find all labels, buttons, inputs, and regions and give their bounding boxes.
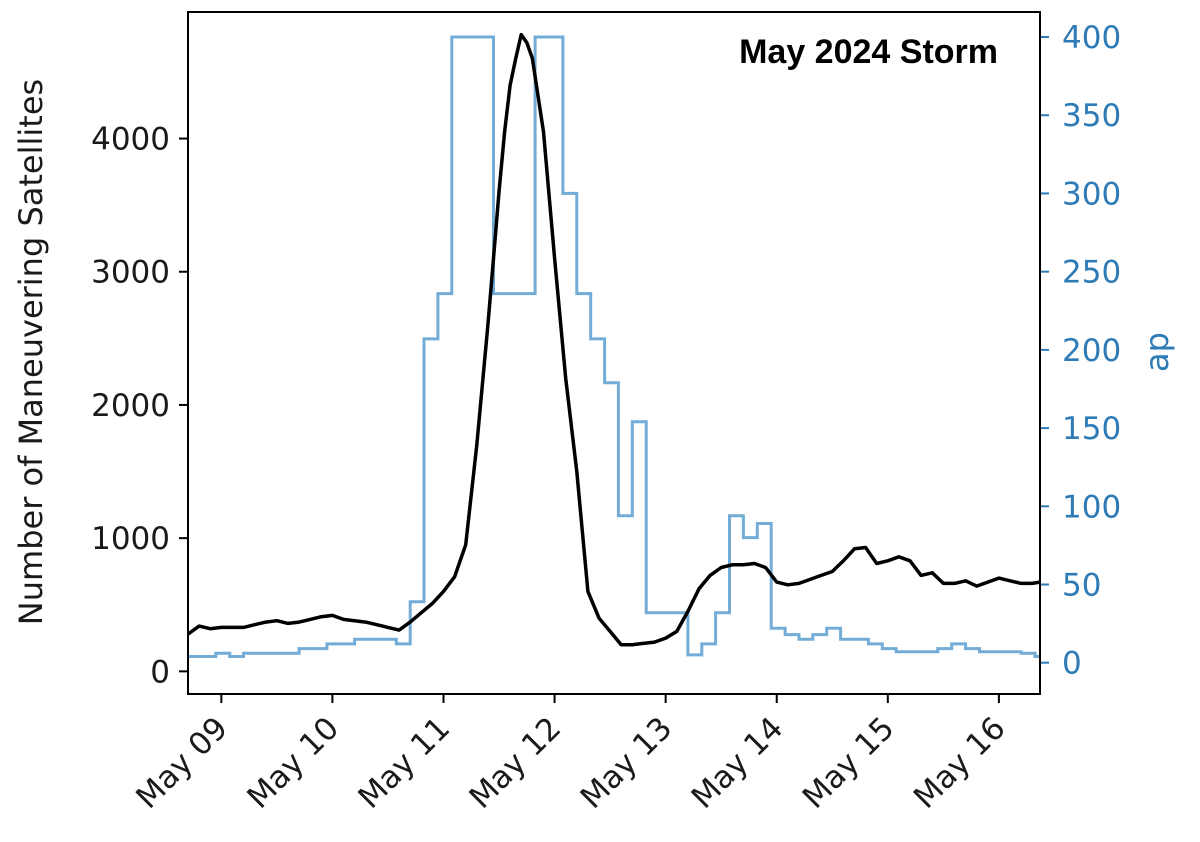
x-axis-ticks: May 09 May 10 May 11 May 12 May 13 May 14 May … xyxy=(129,694,1013,816)
right-y-axis-title: ap xyxy=(1138,332,1176,372)
x-tick-label: May 12 xyxy=(463,710,569,816)
satellites-series-line xyxy=(188,32,1040,647)
right-y-tick-label: 400 xyxy=(1062,20,1121,56)
left-y-tick-label: 3000 xyxy=(91,255,170,291)
left-y-tick-label: 0 xyxy=(150,654,170,690)
ap-series-line xyxy=(188,35,1040,658)
left-y-tick-label: 4000 xyxy=(91,122,170,158)
x-tick-label: May 16 xyxy=(907,710,1013,816)
x-tick-label: May 13 xyxy=(574,710,680,816)
x-tick-label: May 11 xyxy=(352,710,458,816)
left-y-axis-ticks: 0 1000 2000 3000 4000 xyxy=(91,122,188,690)
right-y-tick-label: 200 xyxy=(1062,333,1121,369)
x-tick-label: May 15 xyxy=(796,710,902,816)
right-y-tick-label: 250 xyxy=(1062,255,1121,291)
right-y-tick-label: 350 xyxy=(1062,98,1121,134)
right-y-tick-label: 50 xyxy=(1062,568,1101,604)
right-y-tick-label: 300 xyxy=(1062,176,1121,212)
left-y-axis-title: Number of Maneuvering Satellites xyxy=(12,79,50,625)
left-y-tick-label: 2000 xyxy=(91,388,170,424)
plot-frame xyxy=(187,11,1041,695)
x-tick-label: May 09 xyxy=(129,710,235,816)
plot-area xyxy=(188,32,1040,658)
chart-title: May 2024 Storm xyxy=(739,33,998,71)
x-tick-label: May 10 xyxy=(240,710,346,816)
right-y-tick-label: 150 xyxy=(1062,411,1121,447)
x-tick-label: May 14 xyxy=(685,710,791,816)
left-y-tick-label: 1000 xyxy=(91,521,170,557)
right-y-tick-label: 0 xyxy=(1062,646,1082,682)
right-y-tick-label: 100 xyxy=(1062,489,1121,525)
right-y-axis-ticks: 0 50 100 150 200 250 300 350 400 xyxy=(1040,20,1121,682)
